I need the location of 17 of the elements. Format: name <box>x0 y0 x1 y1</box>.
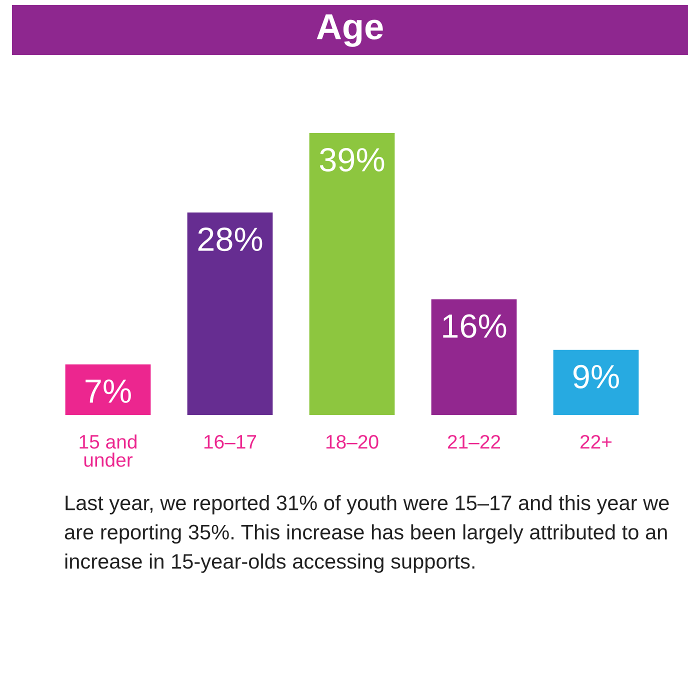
x-tick-label: 21–22 <box>448 434 500 449</box>
x-tick-label: 16–17 <box>204 434 256 449</box>
data-label: 9% <box>573 364 619 389</box>
text: Last year, we reported 31% of youth were 15–17 and this year we are reporting 35%. This increase has been largely attributed to an increase in 15-year-olds accessing supports. <box>64 495 669 573</box>
bar <box>187 212 273 415</box>
x-tick-label: 15 and under <box>80 434 136 467</box>
data-label: 39% <box>320 148 384 172</box>
x-tick-label: 22+ <box>580 434 612 449</box>
data-label: 16% <box>443 314 506 338</box>
bar <box>431 299 517 415</box>
bar <box>553 350 639 415</box>
data-label: 7% <box>86 380 131 403</box>
chart-title: Age <box>316 14 383 47</box>
data-label: 28% <box>198 228 262 252</box>
bar <box>309 133 395 415</box>
x-tick-label: 18–20 <box>326 434 378 449</box>
bar <box>65 364 151 415</box>
